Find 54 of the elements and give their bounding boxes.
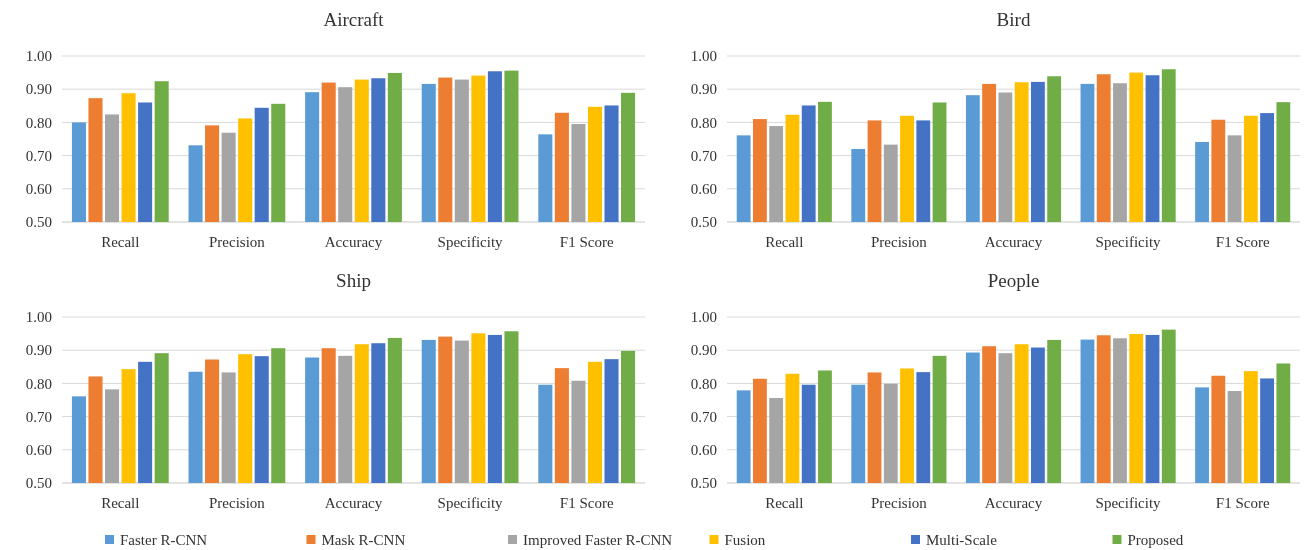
legend-label: Proposed xyxy=(1127,532,1184,549)
legend-label: Improved Faster R-CNN xyxy=(523,532,673,549)
chart-title: Bird xyxy=(996,9,1031,30)
y-tick-label: 0.90 xyxy=(25,81,52,98)
x-tick-label: Specificity xyxy=(437,495,504,511)
y-tick-label: 1.00 xyxy=(690,309,717,326)
x-tick-label: Accuracy xyxy=(984,234,1043,250)
y-tick-label: 0.90 xyxy=(25,342,52,359)
y-tick-label: 0.80 xyxy=(690,114,717,131)
x-tick-label: Precision xyxy=(208,495,266,511)
x-tick-label: Precision xyxy=(870,495,928,511)
x-tick-label: Specificity xyxy=(437,234,504,250)
x-tick-label: Precision xyxy=(208,234,266,250)
chart-title: Aircraft xyxy=(323,9,385,30)
x-tick-label: Recall xyxy=(101,234,140,250)
x-tick-label: F1 Score xyxy=(1215,234,1270,250)
x-tick-label: F1 Score xyxy=(559,495,614,511)
chart-title: People xyxy=(987,270,1040,291)
x-tick-label: Accuracy xyxy=(324,234,383,250)
y-tick-label: 0.90 xyxy=(690,81,717,98)
y-tick-label: 0.80 xyxy=(690,375,717,392)
y-tick-label: 0.50 xyxy=(690,475,717,492)
chart-title: Ship xyxy=(336,270,371,291)
y-tick-label: 1.00 xyxy=(25,309,52,326)
x-tick-label: Recall xyxy=(765,234,804,250)
legend-label: Multi-Scale xyxy=(926,532,998,549)
y-tick-label: 0.60 xyxy=(690,181,717,198)
legend-label: Faster R-CNN xyxy=(120,532,208,549)
y-tick-label: 0.90 xyxy=(690,342,717,359)
y-tick-label: 1.00 xyxy=(690,48,717,65)
y-tick-label: 0.80 xyxy=(25,375,52,392)
y-tick-label: 1.00 xyxy=(25,48,52,65)
y-tick-label: 0.80 xyxy=(25,114,52,131)
y-tick-label: 0.50 xyxy=(25,475,52,492)
x-tick-label: Accuracy xyxy=(324,495,383,511)
y-tick-label: 0.70 xyxy=(25,147,52,164)
y-tick-label: 0.70 xyxy=(690,408,717,425)
legend-label: Fusion xyxy=(724,532,766,549)
y-tick-label: 0.60 xyxy=(25,181,52,198)
x-tick-label: Recall xyxy=(765,495,804,511)
x-tick-label: Specificity xyxy=(1095,234,1162,250)
x-tick-label: Specificity xyxy=(1095,495,1162,511)
y-tick-label: 0.60 xyxy=(25,442,52,459)
y-tick-label: 0.70 xyxy=(25,408,52,425)
y-tick-label: 0.50 xyxy=(690,214,717,231)
x-tick-label: F1 Score xyxy=(559,234,614,250)
y-tick-label: 0.70 xyxy=(690,147,717,164)
x-tick-label: Recall xyxy=(101,495,140,511)
x-tick-label: Accuracy xyxy=(984,495,1043,511)
legend-label: Mask R-CNN xyxy=(321,532,406,549)
y-tick-label: 0.60 xyxy=(690,442,717,459)
x-tick-label: Precision xyxy=(870,234,928,250)
x-tick-label: F1 Score xyxy=(1215,495,1270,511)
y-tick-label: 0.50 xyxy=(25,214,52,231)
